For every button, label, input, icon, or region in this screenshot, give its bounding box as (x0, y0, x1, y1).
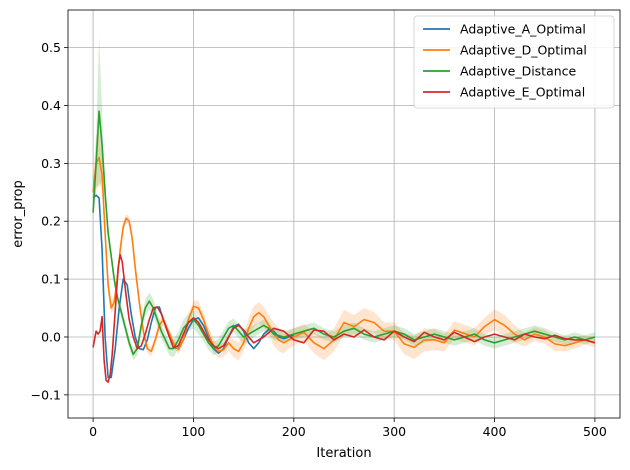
y-tick-label: 0.1 (41, 272, 61, 287)
series-lines (92, 110, 596, 383)
y-tick-label: −0.1 (31, 387, 61, 402)
x-tick-label: 300 (382, 424, 406, 439)
y-tick-label: 0.3 (41, 156, 61, 171)
plot-frame (67, 9, 621, 419)
y-axis-label: error_prop (11, 180, 26, 248)
legend-box (413, 15, 615, 109)
y-tick-label: 0.4 (41, 98, 61, 113)
y-tick-label: 0.2 (41, 214, 61, 229)
y-tick-label: 0.0 (41, 329, 61, 344)
x-tick-label: 100 (182, 424, 206, 439)
x-tick-label: 400 (483, 424, 507, 439)
x-tick-label: 0 (89, 424, 97, 439)
legend-label: Adaptive_A_Optimal (460, 22, 586, 37)
x-tick-label: 500 (583, 424, 607, 439)
x-axis-ticks: 0 100 200 300 400 500 (89, 418, 607, 439)
x-axis-label: Iteration (316, 446, 371, 461)
series-line (92, 110, 596, 356)
y-axis-ticks: −0.1 0.0 0.1 0.2 0.3 0.4 0.5 (31, 40, 68, 402)
legend: Adaptive_A_Optimal Adaptive_D_Optimal Adap… (413, 15, 615, 109)
x-tick-label: 200 (282, 424, 306, 439)
series-line (92, 156, 596, 353)
legend-label: Adaptive_Distance (460, 64, 577, 79)
legend-label: Adaptive_E_Optimal (460, 85, 585, 100)
series-line (92, 254, 596, 383)
y-tick-label: 0.5 (41, 40, 61, 55)
legend-label: Adaptive_D_Optimal (460, 43, 587, 58)
